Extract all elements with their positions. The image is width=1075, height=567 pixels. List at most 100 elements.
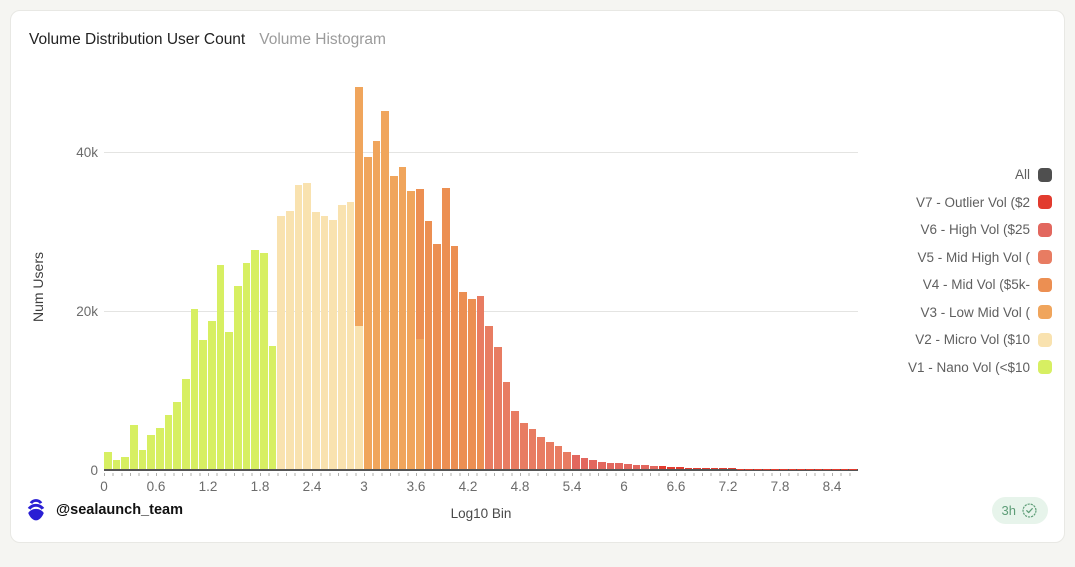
histogram-bar-front-V2-2.9 [355, 325, 363, 469]
legend-label-V7: V7 - Outlier Vol ($2 [915, 194, 1030, 210]
legend-item-V3[interactable]: V3 - Low Mid Vol ( [908, 299, 1052, 327]
legend-item-V7[interactable]: V7 - Outlier Vol ($2 [908, 189, 1052, 217]
histogram-bar-V1-1.7 [251, 249, 259, 469]
histogram-plot-area [104, 86, 858, 471]
histogram-bar-V6-5.7 [598, 461, 606, 469]
legend-item-V4[interactable]: V4 - Mid Vol ($5k- [908, 271, 1052, 299]
gridline-40k [104, 152, 858, 154]
histogram-bar-V4-3.8 [433, 243, 441, 469]
histogram-bar-V7-6.6 [676, 467, 684, 469]
histogram-bar-V2-2.8 [346, 201, 355, 469]
histogram-bar-V1-1.4 [225, 332, 233, 469]
tab-volume-histogram[interactable]: Volume Histogram [259, 31, 386, 48]
histogram-bar-V1-0.4 [138, 449, 147, 469]
histogram-bar-V3-3.0 [364, 157, 372, 469]
histogram-bar-V3-3.1 [372, 140, 381, 469]
histogram-bar-V4-3.6 [416, 189, 424, 469]
legend-swatch-V4 [1038, 277, 1052, 292]
legend-label-V3: V3 - Low Mid Vol ( [920, 304, 1030, 320]
histogram-bar-V6-5.6 [589, 460, 597, 469]
histogram-bar-V6-6.1 [632, 465, 641, 469]
y-tick-0: 0 [90, 463, 98, 478]
legend-swatch-V5 [1038, 250, 1052, 265]
histogram-bar-V1-1.3 [216, 265, 225, 469]
histogram-bar-V7-6.5 [667, 466, 675, 469]
histogram-bar-V2-2.5 [320, 216, 329, 469]
histogram-bar-V1-1.2 [208, 321, 216, 469]
histogram-bar-V6-5.5 [580, 457, 589, 469]
x-tick-6: 6 [620, 479, 628, 494]
histogram-bar-V5-5.1 [546, 442, 554, 469]
histogram-bar-V4-3.7 [424, 220, 433, 469]
chart-titlebar: Volume Distribution User Count Volume Hi… [29, 31, 386, 49]
attribution: @sealaunch_team [23, 497, 183, 523]
x-axis-minor-ticks [104, 473, 858, 476]
legend-item-V1[interactable]: V1 - Nano Vol (<$10 [908, 354, 1052, 382]
y-tick-40k: 40k [76, 144, 98, 160]
histogram-bar-V4-4.1 [459, 292, 467, 469]
legend-label-V5: V5 - Mid High Vol ( [917, 249, 1030, 265]
histogram-bar-V4-4.2 [468, 298, 476, 469]
histogram-bar-V5-4.7 [511, 410, 519, 469]
histogram-bar-V5-4.4 [485, 325, 493, 469]
time-badge[interactable]: 3h [991, 497, 1048, 524]
x-tick-8.4: 8.4 [822, 479, 842, 494]
histogram-bar-V1-1.6 [242, 263, 251, 469]
histogram-bar-V2-2.7 [338, 204, 346, 469]
y-tick-20k: 20k [76, 303, 98, 319]
sealaunch-logo-icon [23, 497, 49, 523]
legend-item-V2[interactable]: V2 - Micro Vol ($10 [908, 326, 1052, 354]
team-handle[interactable]: @sealaunch_team [56, 502, 183, 518]
histogram-bar-V7-6.8 [693, 467, 701, 469]
histogram-bar-V3-3.2 [381, 111, 389, 469]
tab-user-count-active[interactable]: Volume Distribution User Count [29, 31, 246, 48]
histogram-bar-V1-0.6 [156, 427, 164, 469]
histogram-bar-V5-5.0 [537, 437, 545, 469]
x-tick-1.2: 1.2 [198, 479, 218, 494]
histogram-bar-V1-0.8 [173, 402, 181, 469]
histogram-bar-V1-0.0 [104, 452, 112, 469]
histogram-bar-V5-4.9 [528, 429, 537, 469]
histogram-bar-V3-2.9 [355, 87, 363, 469]
legend-item-All[interactable]: All [908, 161, 1052, 189]
histogram-bar-front-V3-3.6 [416, 339, 424, 469]
histogram-bar-V1-1.8 [260, 252, 268, 469]
histogram-bar-V1-0.2 [121, 457, 129, 469]
histogram-bar-V2-2.0 [277, 216, 285, 469]
legend-item-V6[interactable]: V6 - High Vol ($25 [908, 216, 1052, 244]
histogram-bar-V3-3.3 [390, 175, 398, 469]
x-axis-label: Log10 Bin [450, 506, 512, 521]
x-tick-0.6: 0.6 [146, 479, 166, 494]
histogram-bar-V7-6.9 [702, 468, 710, 469]
x-tick-3: 3 [360, 479, 368, 494]
histogram-bar-V6-6.3 [650, 465, 658, 469]
histogram-bar-V7-6.4 [658, 466, 667, 469]
histogram-bar-V7-7.0 [710, 468, 719, 469]
histogram-bar-V2-2.2 [294, 185, 303, 469]
legend-item-V5[interactable]: V5 - Mid High Vol ( [908, 244, 1052, 272]
histogram-bar-V1-1.9 [268, 345, 277, 469]
histogram-bar-V3-3.5 [407, 190, 415, 469]
histogram-bar-V6-5.9 [615, 463, 623, 469]
legend-label-All: All [1014, 167, 1030, 183]
histogram-bar-V3-3.4 [398, 166, 407, 469]
histogram-bar-V6-6.2 [641, 465, 649, 469]
histogram-bar-V4-4.0 [450, 246, 459, 469]
legend-swatch-V1 [1038, 360, 1052, 375]
histogram-bar-V1-0.9 [182, 379, 190, 469]
histogram-bar-V1-1.1 [199, 340, 207, 469]
x-tick-4.2: 4.2 [458, 479, 478, 494]
time-badge-label: 3h [1001, 503, 1016, 518]
histogram-bar-V5-4.8 [520, 422, 528, 469]
histogram-bar-V2-2.6 [329, 220, 337, 469]
legend-label-V4: V4 - Mid Vol ($5k- [922, 277, 1030, 293]
legend-swatch-V7 [1038, 195, 1052, 210]
x-tick-7.8: 7.8 [770, 479, 790, 494]
verified-check-icon [1021, 502, 1038, 519]
histogram-bar-V5-4.3 [476, 296, 485, 469]
histogram-bar-V2-2.3 [303, 183, 311, 469]
legend-swatch-V6 [1038, 222, 1052, 237]
legend-label-V6: V6 - High Vol ($25 [920, 222, 1030, 238]
x-tick-0: 0 [100, 479, 108, 494]
histogram-bar-V1-1.5 [234, 286, 242, 469]
